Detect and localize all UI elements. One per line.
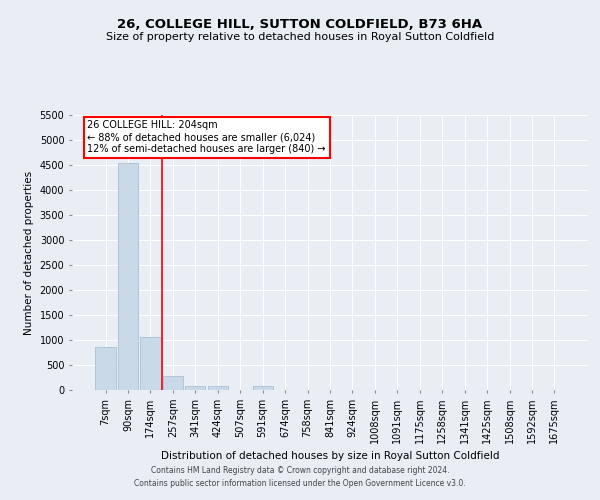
Y-axis label: Number of detached properties: Number of detached properties (24, 170, 34, 334)
X-axis label: Distribution of detached houses by size in Royal Sutton Coldfield: Distribution of detached houses by size … (161, 452, 499, 462)
Bar (95, 346, 116, 390)
Bar (140, 337, 161, 390)
Text: Size of property relative to detached houses in Royal Sutton Coldfield: Size of property relative to detached ho… (106, 32, 494, 42)
Text: 26 COLLEGE HILL: 204sqm
← 88% of detached houses are smaller (6,024)
12% of semi: 26 COLLEGE HILL: 204sqm ← 88% of detache… (88, 120, 326, 154)
Text: 26, COLLEGE HILL, SUTTON COLDFIELD, B73 6HA: 26, COLLEGE HILL, SUTTON COLDFIELD, B73 … (118, 18, 482, 30)
Bar (118, 162, 138, 390)
Bar (163, 376, 183, 390)
Text: Contains HM Land Registry data © Crown copyright and database right 2024.
Contai: Contains HM Land Registry data © Crown c… (134, 466, 466, 487)
Bar (185, 386, 205, 390)
Bar (253, 386, 273, 390)
Bar (208, 386, 228, 390)
